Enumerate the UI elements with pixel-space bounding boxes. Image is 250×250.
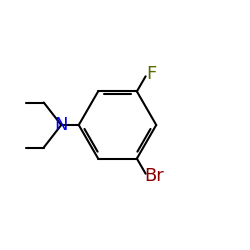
Text: Br: Br: [144, 167, 164, 185]
Text: F: F: [147, 65, 157, 83]
Text: N: N: [54, 116, 68, 134]
